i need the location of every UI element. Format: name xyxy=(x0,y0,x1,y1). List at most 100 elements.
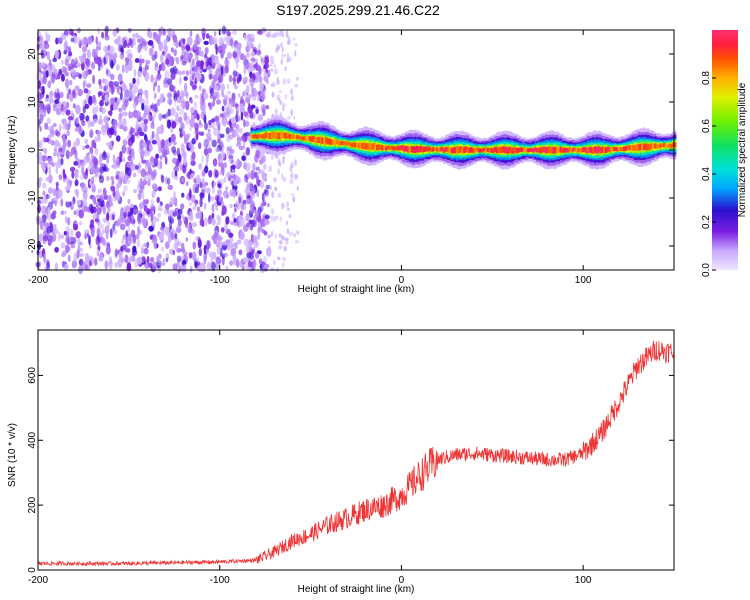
noise-cell xyxy=(217,215,222,226)
noise-cell xyxy=(257,227,261,233)
noise-cell xyxy=(230,159,234,164)
noise-cell xyxy=(258,43,261,48)
noise-cell xyxy=(260,91,266,101)
noise-cell xyxy=(143,133,147,141)
noise-cell xyxy=(82,45,88,53)
noise-cell xyxy=(155,34,160,43)
noise-cell xyxy=(43,222,49,227)
colorbar-tick-label: 0.4 xyxy=(701,167,712,181)
noise-cell xyxy=(101,128,107,136)
noise-cell xyxy=(220,227,225,233)
noise-cell xyxy=(85,144,90,149)
noise-cell xyxy=(67,217,71,226)
ridge-cell xyxy=(263,133,266,139)
noise-cell xyxy=(71,68,77,77)
noise-cell xyxy=(282,256,286,262)
noise-cell xyxy=(44,43,50,49)
noise-cell xyxy=(136,110,142,121)
noise-cell xyxy=(96,207,102,215)
noise-cell xyxy=(119,171,125,180)
noise-cell xyxy=(158,261,164,267)
ridge-cell xyxy=(539,147,542,154)
noise-cell xyxy=(105,246,111,255)
noise-cell xyxy=(83,186,88,191)
noise-cell xyxy=(278,245,283,250)
noise-cell xyxy=(78,199,81,206)
noise-cell xyxy=(101,31,105,39)
noise-cell xyxy=(211,56,214,66)
noise-cell xyxy=(60,73,65,82)
noise-cell xyxy=(233,218,237,223)
noise-cell xyxy=(55,182,59,191)
x-tick-label: -100 xyxy=(210,275,230,286)
ridge-cell xyxy=(477,148,481,153)
ridge-cell xyxy=(252,134,255,139)
ridge-cell xyxy=(632,144,635,151)
ridge-cell xyxy=(550,146,553,154)
noise-cell xyxy=(97,118,103,125)
ridge-cell xyxy=(334,139,337,145)
ridge-cell xyxy=(668,143,671,148)
noise-cell xyxy=(79,221,83,226)
noise-cell xyxy=(150,122,155,129)
noise-cell xyxy=(91,194,96,204)
noise-cell xyxy=(240,211,244,216)
ridge-cell xyxy=(256,134,259,139)
noise-cell xyxy=(126,262,131,270)
noise-cell xyxy=(190,98,193,104)
noise-cell xyxy=(44,122,49,130)
noise-cell xyxy=(208,119,212,126)
noise-cell xyxy=(61,253,66,258)
noise-cell xyxy=(46,33,51,41)
noise-cell xyxy=(99,194,104,202)
ridge-cell xyxy=(506,147,510,154)
ridge-cell xyxy=(434,146,437,151)
noise-cell xyxy=(224,58,230,67)
noise-cell xyxy=(156,126,162,134)
ridge-cell xyxy=(290,134,293,140)
noise-cell xyxy=(273,64,276,69)
noise-cell xyxy=(130,203,134,209)
noise-cell xyxy=(82,191,88,200)
ridge-cell xyxy=(566,148,570,153)
noise-cell xyxy=(147,114,152,121)
ridge-cell xyxy=(615,147,619,152)
noise-cell xyxy=(65,238,68,243)
noise-cell xyxy=(198,120,202,125)
ridge-cell xyxy=(267,133,270,139)
noise-cell xyxy=(85,168,88,176)
noise-cell xyxy=(41,62,46,67)
noise-cell xyxy=(97,91,103,96)
noise-cell xyxy=(179,76,182,85)
ridge-cell xyxy=(610,146,613,152)
noise-cell xyxy=(276,76,279,82)
noise-cell xyxy=(65,177,69,184)
ridge-cell xyxy=(354,142,357,148)
ridge-cell xyxy=(306,136,310,141)
ridge-cell xyxy=(368,143,372,150)
noise-cell xyxy=(54,91,57,99)
noise-cell xyxy=(208,73,213,80)
noise-cell xyxy=(82,70,88,80)
noise-cell xyxy=(174,233,178,240)
noise-cell xyxy=(274,186,278,192)
noise-cell xyxy=(203,217,208,227)
noise-cell xyxy=(251,187,256,195)
noise-cell xyxy=(142,177,147,184)
ridge-cell xyxy=(403,146,406,152)
noise-cell xyxy=(64,185,70,192)
noise-cell xyxy=(73,210,77,215)
noise-cell xyxy=(122,118,127,128)
noise-cell xyxy=(146,255,150,264)
noise-cell xyxy=(242,138,246,149)
noise-cell xyxy=(213,85,219,91)
noise-cell xyxy=(50,75,56,84)
noise-cell xyxy=(255,72,259,81)
noise-cell xyxy=(205,187,211,194)
ridge-cell xyxy=(268,133,272,139)
ridge-cell xyxy=(272,131,275,139)
noise-cell xyxy=(39,220,44,231)
noise-cell xyxy=(134,58,140,63)
noise-cell xyxy=(55,107,62,116)
noise-cell xyxy=(182,251,188,256)
